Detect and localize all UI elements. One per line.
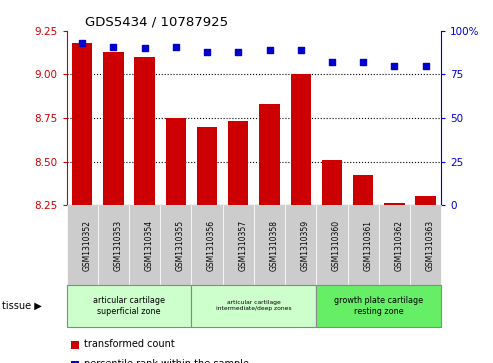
- Point: [390, 63, 398, 69]
- Bar: [72, 43, 92, 205]
- Text: GSM1310358: GSM1310358: [270, 220, 279, 270]
- Bar: [353, 175, 373, 205]
- Bar: [290, 74, 311, 205]
- Point: [266, 47, 274, 53]
- Bar: [228, 122, 248, 205]
- Text: growth plate cartilage
resting zone: growth plate cartilage resting zone: [334, 296, 423, 315]
- Text: GSM1310352: GSM1310352: [82, 220, 91, 270]
- Text: GSM1310354: GSM1310354: [144, 220, 154, 270]
- Text: GSM1310355: GSM1310355: [176, 220, 185, 270]
- Point: [328, 59, 336, 65]
- Text: GSM1310360: GSM1310360: [332, 220, 341, 270]
- Text: GSM1310357: GSM1310357: [238, 220, 247, 270]
- Text: GSM1310361: GSM1310361: [363, 220, 372, 270]
- Point: [109, 44, 117, 49]
- Text: GDS5434 / 10787925: GDS5434 / 10787925: [85, 15, 228, 28]
- Point: [141, 45, 148, 51]
- Point: [297, 47, 305, 53]
- Bar: [197, 127, 217, 205]
- Bar: [166, 118, 186, 205]
- Text: GSM1310356: GSM1310356: [207, 220, 216, 270]
- Text: tissue ▶: tissue ▶: [2, 301, 42, 311]
- Point: [78, 40, 86, 46]
- Point: [203, 49, 211, 55]
- Point: [234, 49, 242, 55]
- Point: [172, 44, 180, 49]
- Bar: [135, 57, 155, 205]
- Text: GSM1310363: GSM1310363: [425, 220, 435, 270]
- Point: [359, 59, 367, 65]
- Bar: [322, 160, 342, 205]
- Text: GSM1310362: GSM1310362: [394, 220, 403, 270]
- Text: GSM1310353: GSM1310353: [113, 220, 122, 270]
- Bar: [259, 104, 280, 205]
- Text: articular cartilage
intermediate/deep zones: articular cartilage intermediate/deep zo…: [216, 301, 292, 311]
- Bar: [384, 203, 405, 205]
- Text: transformed count: transformed count: [84, 339, 175, 349]
- Text: GSM1310359: GSM1310359: [301, 220, 310, 270]
- Bar: [103, 52, 124, 205]
- Text: percentile rank within the sample: percentile rank within the sample: [84, 359, 249, 363]
- Text: articular cartilage
superficial zone: articular cartilage superficial zone: [93, 296, 165, 315]
- Point: [422, 63, 429, 69]
- Bar: [416, 196, 436, 205]
